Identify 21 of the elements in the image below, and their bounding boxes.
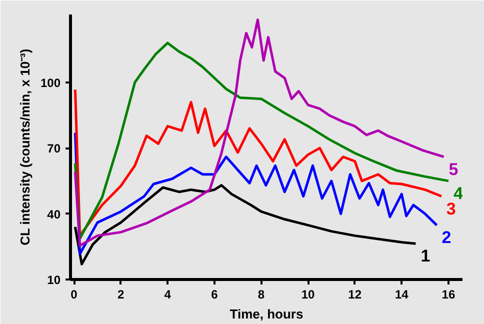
y-axis-title: CL intensity (counts/min, x 10⁻³) — [17, 48, 32, 246]
series-label: 2 — [442, 228, 452, 248]
y-tick-label: 100 — [40, 76, 61, 90]
line-series — [74, 184, 417, 266]
y-tick-label: 70 — [47, 142, 61, 156]
series-label: 1 — [420, 246, 430, 266]
x-tick-label: 2 — [117, 288, 124, 302]
x-axis-title: Time, hours — [230, 306, 304, 322]
x-tick-label: 14 — [394, 288, 409, 302]
x-tick-label: 16 — [442, 288, 456, 302]
x-tick-label: 10 — [301, 288, 316, 302]
y-tick-label: 40 — [47, 207, 61, 222]
x-tick-label: 12 — [348, 288, 362, 302]
series-label: 3 — [446, 199, 456, 218]
y-tick-label: 10 — [47, 273, 61, 287]
x-tick-label: 4 — [164, 288, 172, 302]
x-tick-label: 0 — [70, 288, 78, 302]
x-tick-label: 6 — [211, 288, 218, 302]
series-label: 5 — [448, 160, 458, 179]
x-tick-label: 8 — [258, 288, 265, 302]
series-label: 4 — [453, 184, 464, 203]
